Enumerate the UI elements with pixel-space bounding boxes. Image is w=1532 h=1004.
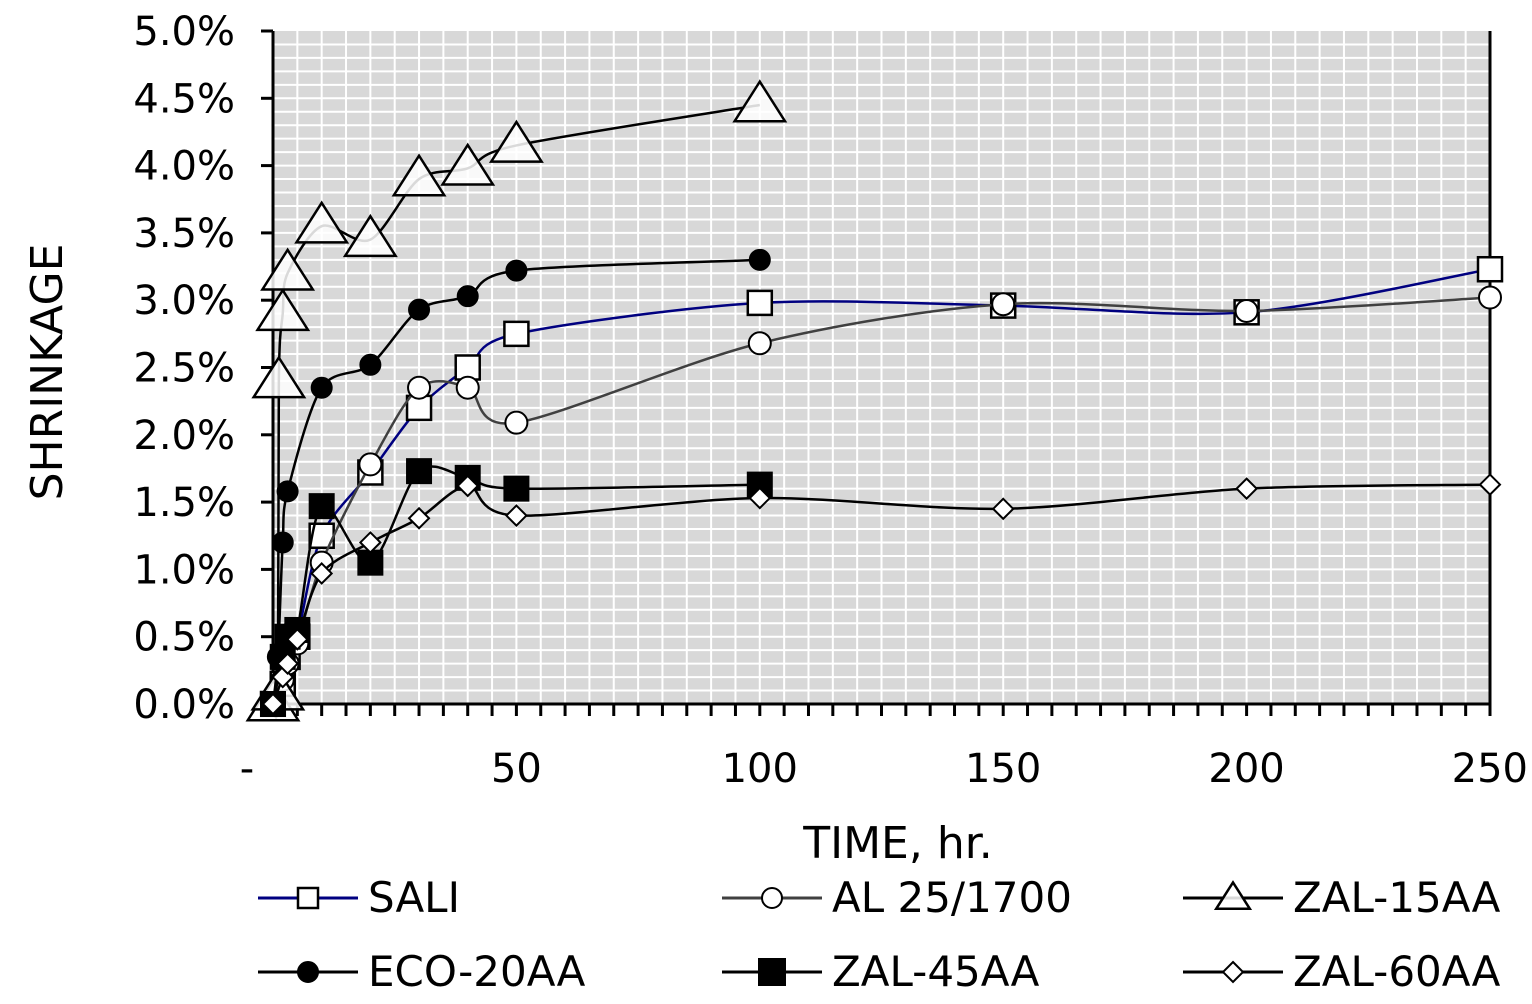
y-tick-label: 0.0%: [133, 682, 235, 728]
y-tick-labels: 0.0% 0.5% 1.0% 1.5% 2.0% 2.5% 3.0% 3.5% 4.0% 4.5%…: [133, 9, 235, 728]
x-tick-labels: - 50 100 150 200 250: [240, 746, 1528, 792]
data-point-circle-open: [505, 412, 527, 434]
y-tick-label: 0.5%: [133, 615, 235, 661]
data-point-triangle-open: [1216, 882, 1250, 908]
data-point-circle-open: [1236, 300, 1258, 322]
y-tick-label: 4.0%: [133, 144, 235, 190]
data-point-square-filled: [759, 959, 785, 985]
data-point-circle-filled: [278, 481, 298, 501]
data-point-diamond-open: [1223, 962, 1243, 982]
data-point-circle-open: [457, 377, 479, 399]
data-point-circle-open: [359, 453, 381, 475]
data-point-circle-filled: [506, 261, 526, 281]
legend-item: ECO-20AA: [258, 947, 586, 996]
y-tick-label: 1.5%: [133, 480, 235, 526]
x-tick-label: 150: [965, 746, 1041, 792]
legend-item: AL 25/1700: [722, 873, 1072, 922]
y-tick-label: 4.5%: [133, 76, 235, 122]
y-tick-label: 5.0%: [133, 9, 235, 55]
legend-label: ZAL-45AA: [832, 947, 1040, 996]
data-point-square-open: [1478, 257, 1502, 281]
y-tick-label: 2.5%: [133, 346, 235, 392]
data-point-square-filled: [310, 494, 334, 518]
data-point-circle-filled: [750, 250, 770, 270]
data-point-circle-open: [749, 332, 771, 354]
y-tick-label: 3.0%: [133, 278, 235, 324]
data-point-circle-filled: [298, 962, 318, 982]
data-point-circle-open: [762, 888, 782, 908]
data-point-circle-filled: [360, 355, 380, 375]
data-point-square-open: [298, 888, 318, 908]
y-tick-label: 1.0%: [133, 547, 235, 593]
x-tick-label: 250: [1452, 746, 1528, 792]
chart-legend: SALI AL 25/1700 ZAL-15AA ECO-20AA ZAL-45AA ZA…: [258, 873, 1501, 996]
y-tick-label: 2.0%: [133, 413, 235, 459]
data-point-circle-filled: [273, 532, 293, 552]
y-tick-label: 3.5%: [133, 211, 235, 257]
data-point-square-filled: [504, 477, 528, 501]
y-axis-title: SHRINKAGE: [22, 244, 73, 501]
x-tick-label: 50: [491, 746, 542, 792]
x-tick-label: 100: [722, 746, 798, 792]
data-point-square-filled: [358, 551, 382, 575]
legend-label: AL 25/1700: [832, 873, 1072, 922]
legend-label: ZAL-60AA: [1293, 947, 1501, 996]
x-tick-label: 200: [1208, 746, 1284, 792]
legend-item: ZAL-45AA: [722, 947, 1040, 996]
data-point-circle-open: [1479, 287, 1501, 309]
data-point-square-open: [748, 291, 772, 315]
legend-label: ECO-20AA: [368, 947, 586, 996]
legend-item: ZAL-60AA: [1183, 947, 1501, 996]
legend-label: ZAL-15AA: [1293, 873, 1501, 922]
data-point-square-open: [504, 322, 528, 346]
data-point-circle-open: [992, 293, 1014, 315]
data-point-circle-open: [408, 377, 430, 399]
data-point-circle-filled: [312, 378, 332, 398]
legend-label: SALI: [368, 873, 460, 922]
data-point-circle-filled: [458, 286, 478, 306]
x-tick-label: -: [240, 746, 254, 792]
legend-item: ZAL-15AA: [1183, 873, 1501, 922]
data-point-square-filled: [407, 459, 431, 483]
legend-item: SALI: [258, 873, 460, 922]
x-axis-title: TIME, hr.: [802, 818, 993, 869]
data-point-circle-filled: [409, 300, 429, 320]
